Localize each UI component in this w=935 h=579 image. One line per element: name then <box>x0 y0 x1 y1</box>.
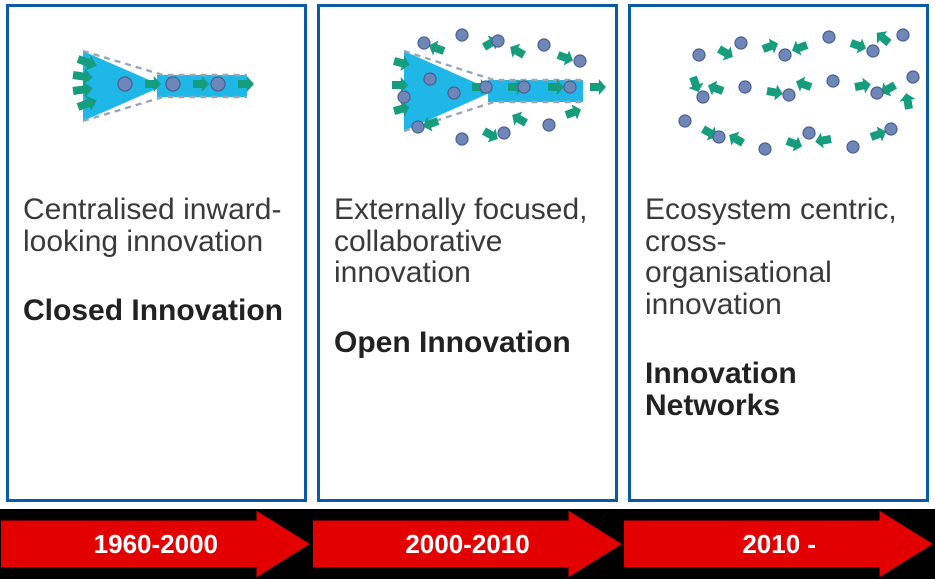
panel-network-title: Innovation Networks <box>645 358 912 423</box>
diagram-network <box>645 21 912 176</box>
panel-closed-title: Closed Innovation <box>23 295 290 327</box>
diagram-closed <box>23 21 290 176</box>
panel-open-title: Open Innovation <box>334 327 601 359</box>
timeline-label-2: 2000-2010 <box>405 529 529 560</box>
timeline-seg-1: 1960-2000 <box>0 509 312 579</box>
panel-open: Externally focused, collaborative innova… <box>317 4 618 502</box>
timeline-label-3: 2010 - <box>742 529 816 560</box>
timeline: 1960-2000 2000-2010 2010 - <box>0 509 935 579</box>
panels-row: Centralised inward-looking innovation Cl… <box>0 0 935 502</box>
panel-closed-description: Centralised inward-looking innovation <box>23 194 290 257</box>
diagram-open <box>334 21 601 176</box>
timeline-label-1: 1960-2000 <box>94 529 218 560</box>
panel-network-description: Ecosystem centric, cross-organisational … <box>645 194 912 320</box>
timeline-seg-2: 2000-2010 <box>312 509 624 579</box>
panel-open-description: Externally focused, collaborative innova… <box>334 194 601 289</box>
panel-network: Ecosystem centric, cross-organisational … <box>628 4 929 502</box>
panel-closed: Centralised inward-looking innovation Cl… <box>6 4 307 502</box>
timeline-seg-3: 2010 - <box>623 509 935 579</box>
